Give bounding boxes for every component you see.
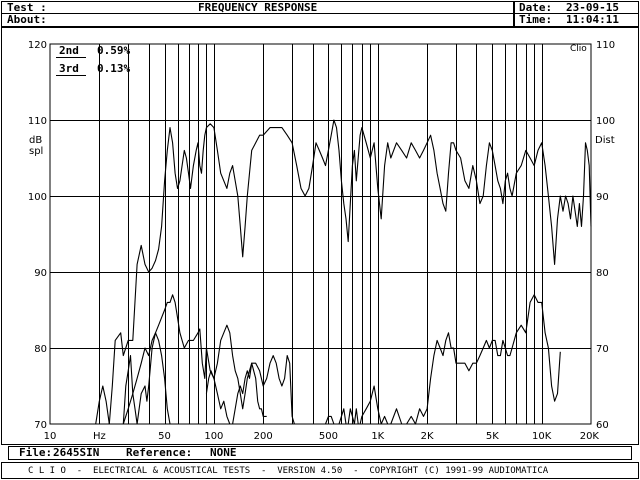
date-label: Date: [519, 1, 553, 14]
x-tick-label: 200 [254, 431, 273, 442]
page-title: FREQUENCY RESPONSE [198, 1, 318, 14]
reference-value: NONE [210, 446, 237, 459]
x-tick-label: 10K [532, 431, 552, 442]
header-right-box [514, 1, 639, 27]
about-label: About: [7, 13, 47, 26]
header-divider [1, 13, 514, 14]
legend-2nd-underline [56, 57, 86, 58]
y-left-tick-label: 90 [34, 268, 47, 279]
y-left-tick-label: 120 [28, 40, 47, 51]
y-left-tick-label: 70 [34, 420, 47, 431]
x-tick-label: 500 [319, 431, 338, 442]
legend-3rd-underline [56, 75, 86, 76]
series-line-distortion [122, 332, 171, 425]
x-tick-label: Hz [93, 431, 106, 442]
x-tick-label: 100 [204, 431, 223, 442]
legend-2nd-value: 0.59% [97, 44, 131, 57]
test-label: Test : [7, 1, 47, 14]
right-axis-label-dist: Dist [595, 135, 615, 146]
clio-logo: Clio [570, 44, 587, 54]
y-left-tick-label: 80 [34, 344, 47, 355]
file-label: File: [19, 446, 53, 459]
legend-3rd-value: 0.13% [97, 62, 131, 75]
y-right-tick-label: 100 [596, 116, 615, 127]
y-axis-label-spl: spl [29, 146, 44, 157]
header-right-divider [514, 13, 639, 14]
status-bar [1, 462, 639, 479]
date-value: 23-09-15 [566, 1, 619, 14]
status-text: C L I O - ELECTRICAL & ACOUSTICAL TESTS … [28, 466, 549, 476]
y-left-tick-label: 110 [28, 116, 47, 127]
y-right-tick-label: 110 [596, 40, 615, 51]
y-right-tick-label: 60 [596, 420, 609, 431]
y-axis-label-db: dB [29, 135, 43, 146]
time-label: Time: [519, 13, 553, 26]
series-line-distortion [95, 294, 267, 425]
series-line-distortion [205, 294, 561, 425]
time-value: 11:04:11 [566, 13, 619, 26]
x-tick-label: 50 [158, 431, 171, 442]
header-left-box [1, 1, 514, 27]
series-line-spl [108, 119, 592, 425]
x-tick-label: 20K [580, 431, 600, 442]
plot-frame [1, 27, 639, 445]
y-right-tick-label: 90 [596, 192, 609, 203]
legend-3rd-label: 3rd [59, 62, 79, 75]
y-left-tick-label: 100 [28, 192, 47, 203]
x-tick-label: 10 [44, 431, 57, 442]
x-tick-label: 1K [371, 431, 384, 442]
y-right-tick-label: 80 [596, 268, 609, 279]
file-name: 2645SIN [53, 446, 100, 459]
legend-2nd-label: 2nd [59, 44, 79, 57]
y-right-tick-label: 70 [596, 344, 609, 355]
reference-label: Reference: [126, 446, 193, 459]
x-tick-label: 2K [421, 431, 434, 442]
file-bar [8, 446, 632, 460]
x-tick-label: 5K [486, 431, 499, 442]
